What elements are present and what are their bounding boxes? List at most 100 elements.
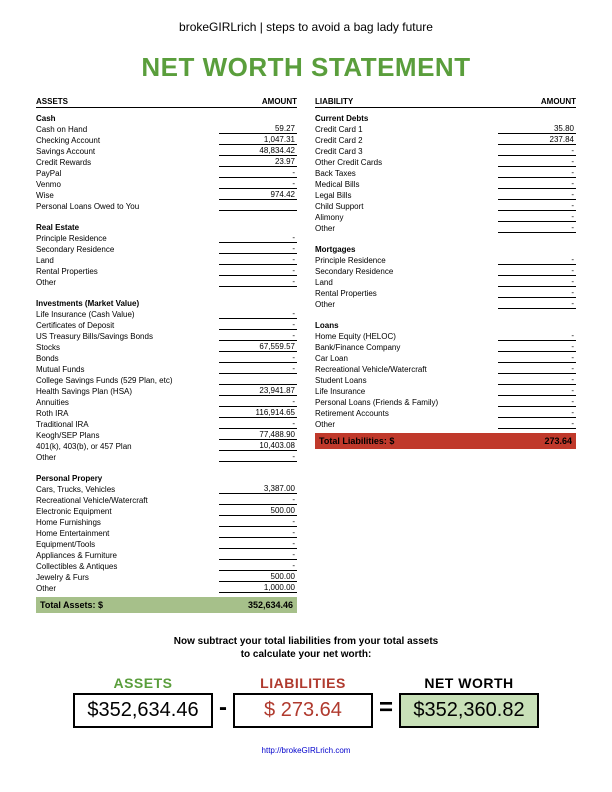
- asset-row-value: -: [219, 254, 297, 265]
- asset-row-value: -: [219, 396, 297, 407]
- asset-row: Jewelry & Furs500.00: [36, 571, 297, 582]
- asset-row-label: Rental Properties: [36, 267, 219, 276]
- asset-row-value: 10,403.08: [219, 440, 297, 451]
- liability-row-value: -: [498, 211, 576, 222]
- liability-row-label: Personal Loans (Friends & Family): [315, 398, 498, 407]
- page-title: NET WORTH STATEMENT: [36, 52, 576, 83]
- asset-row-value: 1,000.00: [219, 582, 297, 593]
- asset-row: 401(k), 403(b), or 457 Plan10,403.08: [36, 440, 297, 451]
- asset-row: College Savings Funds (529 Plan, etc): [36, 374, 297, 385]
- asset-row-value: 500.00: [219, 505, 297, 516]
- liability-row-value: -: [498, 145, 576, 156]
- liability-row-label: Land: [315, 278, 498, 287]
- liability-row-value: 237.84: [498, 134, 576, 145]
- liability-row: Other-: [315, 298, 576, 309]
- asset-row-value: 23,941.87: [219, 385, 297, 396]
- total-assets-label: Total Assets: $: [40, 600, 103, 610]
- liability-row-value: -: [498, 341, 576, 352]
- site-url[interactable]: http://brokeGIRLrich.com: [262, 746, 351, 755]
- total-assets-value: 352,634.46: [248, 600, 293, 610]
- asset-row-label: Mutual Funds: [36, 365, 219, 374]
- liability-row: Alimony-: [315, 211, 576, 222]
- asset-row: Checking Account1,047.31: [36, 134, 297, 145]
- calc-liab-value: $ 273.64: [233, 693, 373, 728]
- asset-row: Keogh/SEP Plans77,488.90: [36, 429, 297, 440]
- asset-row: US Treasury Bills/Savings Bonds-: [36, 330, 297, 341]
- asset-row-value: -: [219, 276, 297, 287]
- asset-row-label: Certificates of Deposit: [36, 321, 219, 330]
- liability-section-label: Mortgages: [315, 245, 576, 254]
- liability-row: Other-: [315, 418, 576, 429]
- asset-row-label: Other: [36, 584, 219, 593]
- assets-column: ASSETS AMOUNT CashCash on Hand59.27Check…: [36, 97, 297, 613]
- asset-row-label: Bonds: [36, 354, 219, 363]
- asset-row: Electronic Equipment500.00: [36, 505, 297, 516]
- asset-row: Principle Residence-: [36, 232, 297, 243]
- liab-head-right: AMOUNT: [541, 97, 576, 106]
- instruction-line2: to calculate your net worth:: [36, 648, 576, 661]
- liability-row-value: -: [498, 200, 576, 211]
- asset-row-value: -: [219, 232, 297, 243]
- instruction-text: Now subtract your total liabilities from…: [36, 635, 576, 661]
- asset-row-value: -: [219, 560, 297, 571]
- asset-row: Bonds-: [36, 352, 297, 363]
- liability-row-label: Recreational Vehicle/Watercraft: [315, 365, 498, 374]
- liability-row-value: -: [498, 418, 576, 429]
- liability-row-label: Student Loans: [315, 376, 498, 385]
- asset-row-value: 974.42: [219, 189, 297, 200]
- liability-row: Life Insurance-: [315, 385, 576, 396]
- asset-row-value: -: [219, 494, 297, 505]
- asset-row: Other1,000.00: [36, 582, 297, 593]
- asset-row: Savings Account48,834.42: [36, 145, 297, 156]
- liab-head-left: LIABILITY: [315, 97, 353, 106]
- asset-row: Cash on Hand59.27: [36, 123, 297, 134]
- assets-header: ASSETS AMOUNT: [36, 97, 297, 108]
- asset-row-label: Personal Loans Owed to You: [36, 202, 219, 211]
- asset-row-label: Land: [36, 256, 219, 265]
- equals-sign: =: [379, 694, 393, 728]
- asset-row-label: Savings Account: [36, 147, 219, 156]
- statement-columns: ASSETS AMOUNT CashCash on Hand59.27Check…: [36, 97, 576, 613]
- minus-sign: -: [219, 694, 227, 728]
- asset-row: Recreational Vehicle/Watercraft-: [36, 494, 297, 505]
- asset-row-value: -: [219, 319, 297, 330]
- asset-row-label: Equipment/Tools: [36, 540, 219, 549]
- calc-assets-label: ASSETS: [73, 675, 213, 691]
- asset-row-value: -: [219, 167, 297, 178]
- liability-row-value: 35.80: [498, 123, 576, 134]
- liability-row-label: Medical Bills: [315, 180, 498, 189]
- calc-assets: ASSETS $352,634.46: [73, 675, 213, 728]
- asset-row: Health Savings Plan (HSA)23,941.87: [36, 385, 297, 396]
- asset-row-value: -: [219, 308, 297, 319]
- asset-row-label: Electronic Equipment: [36, 507, 219, 516]
- liability-row-label: Car Loan: [315, 354, 498, 363]
- liability-row-value: -: [498, 298, 576, 309]
- asset-row: PayPal-: [36, 167, 297, 178]
- asset-row-value: [219, 200, 297, 211]
- asset-row-label: Cash on Hand: [36, 125, 219, 134]
- liability-row-label: Credit Card 1: [315, 125, 498, 134]
- asset-row-value: -: [219, 265, 297, 276]
- liability-row: Rental Properties-: [315, 287, 576, 298]
- calc-liab-label: LIABILITIES: [233, 675, 373, 691]
- asset-row-value: -: [219, 516, 297, 527]
- asset-row-value: 500.00: [219, 571, 297, 582]
- liability-row: Car Loan-: [315, 352, 576, 363]
- asset-row-label: Health Savings Plan (HSA): [36, 387, 219, 396]
- calc-nw-label: NET WORTH: [399, 675, 539, 691]
- asset-row-label: Appliances & Furniture: [36, 551, 219, 560]
- liability-row-label: Credit Card 3: [315, 147, 498, 156]
- liability-row: Personal Loans (Friends & Family)-: [315, 396, 576, 407]
- asset-row-value: [219, 374, 297, 385]
- asset-row-value: -: [219, 418, 297, 429]
- asset-row-label: 401(k), 403(b), or 457 Plan: [36, 442, 219, 451]
- asset-row: Wise974.42: [36, 189, 297, 200]
- liability-row-value: -: [498, 374, 576, 385]
- liability-row: Back Taxes-: [315, 167, 576, 178]
- liability-row: Other Credit Cards-: [315, 156, 576, 167]
- liability-row-label: Other: [315, 420, 498, 429]
- liability-row-label: Credit Card 2: [315, 136, 498, 145]
- liability-section-label: Current Debts: [315, 114, 576, 123]
- liability-row: Credit Card 2237.84: [315, 134, 576, 145]
- instruction-line1: Now subtract your total liabilities from…: [36, 635, 576, 648]
